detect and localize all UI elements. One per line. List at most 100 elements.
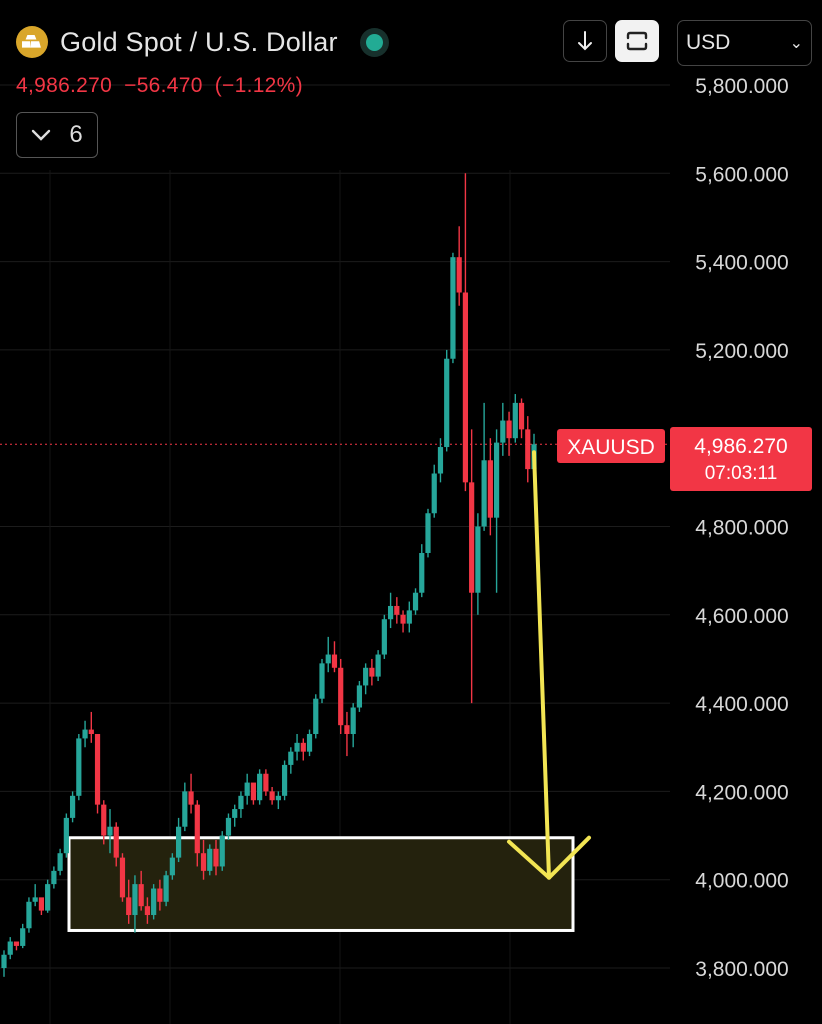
candle-body: [119, 857, 126, 898]
candle: [437, 438, 444, 483]
symbol-header[interactable]: Gold Spot / U.S. Dollar: [16, 26, 383, 58]
candle: [518, 398, 525, 439]
candle: [57, 848, 63, 876]
candle-body: [331, 654, 338, 668]
candle-body: [338, 667, 344, 726]
candle: [444, 349, 450, 452]
candle-body: [518, 402, 525, 430]
arrow-down-icon: [578, 31, 592, 51]
candle-body: [419, 552, 425, 593]
chevron-down-icon: [32, 129, 51, 141]
price-change-percent: (−1.12%): [214, 74, 303, 97]
candle-body: [225, 817, 232, 836]
last-price: 4,986.270: [16, 74, 113, 97]
candle: [493, 429, 500, 593]
gold-bars-icon: [16, 26, 48, 58]
candle-body: [157, 888, 163, 902]
candle: [487, 438, 493, 536]
candle-body: [138, 884, 144, 907]
candle-body: [250, 782, 257, 801]
candle-body: [163, 875, 169, 902]
candle: [88, 711, 94, 743]
fullscreen-icon: [626, 31, 648, 51]
y-tick-label: 4,600.000: [695, 605, 788, 628]
arrow-head: [507, 835, 591, 880]
candle-body: [232, 809, 238, 818]
candle: [225, 813, 232, 840]
indicators-toggle[interactable]: 6: [16, 112, 98, 158]
y-tick-label: 3,800.000: [695, 958, 788, 981]
candle-body: [425, 513, 431, 553]
candle-body: [219, 835, 225, 867]
candle-body: [32, 897, 38, 902]
candlestick-series: [1, 173, 537, 977]
candle-body: [38, 897, 45, 911]
y-tick-label: 5,600.000: [695, 163, 788, 186]
candle-body: [356, 685, 363, 708]
candle-body: [450, 257, 456, 359]
candle-body: [344, 725, 350, 735]
fullscreen-button[interactable]: [615, 20, 659, 62]
candle: [506, 411, 512, 456]
candle-body: [275, 795, 281, 801]
candle-body: [126, 897, 132, 916]
candle-body: [144, 906, 151, 916]
symbol-label-text: XAUUSD: [567, 436, 655, 459]
candle-body: [169, 857, 175, 876]
candle: [319, 658, 325, 704]
candle-body: [26, 901, 32, 929]
candle-body: [51, 870, 57, 885]
candle-body: [300, 742, 306, 752]
candle-body: [350, 707, 356, 735]
candle-body: [94, 734, 101, 805]
candle-body: [57, 853, 63, 871]
candle-body: [88, 729, 94, 735]
y-tick-label: 4,200.000: [695, 781, 788, 804]
candle: [51, 866, 57, 889]
candle-body: [456, 257, 462, 293]
candle: [475, 513, 481, 615]
candle: [113, 822, 119, 867]
candle: [331, 641, 338, 673]
candle-body: [207, 848, 213, 871]
candle-body: [306, 734, 313, 752]
xauusd-symbol-label: XAUUSD: [557, 429, 665, 463]
candle: [175, 817, 182, 863]
candle-body: [132, 884, 138, 916]
y-tick-label: 4,000.000: [695, 870, 788, 893]
currency-value: USD: [686, 31, 731, 54]
currency-select[interactable]: USD ⌄: [677, 20, 812, 66]
candle: [232, 804, 238, 827]
download-button[interactable]: [563, 20, 607, 62]
candle: [182, 782, 188, 832]
price-quote: 4,986.270 −56.470 (−1.12%): [16, 74, 315, 98]
candle-body: [400, 614, 406, 624]
candle: [200, 839, 207, 880]
chevron-down-icon: ⌄: [789, 35, 803, 52]
candle: [213, 839, 219, 876]
candle: [207, 844, 213, 876]
candle-body: [406, 610, 412, 624]
candle: [275, 791, 281, 810]
candle-body: [244, 782, 250, 796]
candle: [387, 592, 394, 629]
candle: [450, 252, 456, 364]
candle: [169, 853, 175, 880]
candle-body: [469, 482, 475, 593]
candle: [13, 941, 20, 951]
candle: [157, 879, 163, 911]
candle: [481, 402, 487, 531]
candle-body: [82, 729, 88, 739]
candle-body: [506, 420, 512, 439]
candle: [394, 597, 400, 624]
candle: [219, 831, 225, 871]
support-zone-box: [67, 836, 575, 932]
candle-body: [512, 402, 518, 439]
candle-body: [1, 954, 7, 968]
market-open-indicator: [365, 33, 383, 51]
candle: [281, 760, 288, 801]
candle-body: [151, 888, 157, 916]
candle-body: [194, 804, 200, 854]
candle-body: [101, 804, 107, 836]
